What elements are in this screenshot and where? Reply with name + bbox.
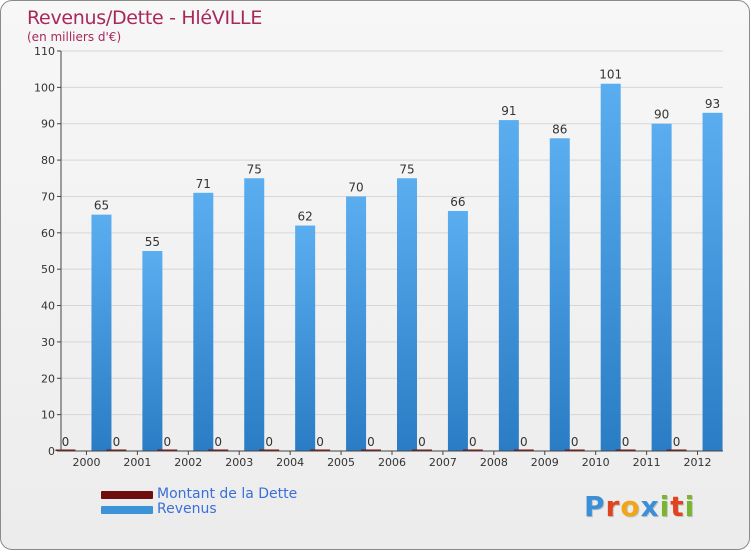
y-tick-label: 80 bbox=[41, 154, 55, 167]
data-label-dette: 0 bbox=[62, 435, 70, 449]
bar-revenus bbox=[651, 123, 672, 452]
y-tick-label: 30 bbox=[41, 336, 55, 349]
bar-dette bbox=[208, 449, 229, 451]
bar-dette bbox=[55, 449, 76, 451]
proxiti-logo: Proxiti bbox=[584, 490, 696, 523]
data-label-dette: 0 bbox=[469, 435, 477, 449]
chart-title: Revenus/Dette - HléVILLE bbox=[27, 7, 263, 29]
bar-revenus bbox=[244, 178, 265, 452]
data-label-revenus: 65 bbox=[94, 199, 109, 213]
bar-revenus bbox=[193, 192, 214, 451]
data-label-dette: 0 bbox=[316, 435, 324, 449]
bar-dette bbox=[310, 449, 331, 451]
bar-revenus bbox=[498, 120, 519, 451]
x-tick-label: 2004 bbox=[276, 456, 304, 469]
data-label-dette: 0 bbox=[571, 435, 579, 449]
data-label-dette: 0 bbox=[520, 435, 528, 449]
bar-dette bbox=[615, 449, 636, 451]
data-label-revenus: 75 bbox=[399, 162, 414, 176]
y-tick-label: 40 bbox=[41, 300, 55, 313]
bar-dette bbox=[106, 449, 127, 451]
bar-revenus bbox=[702, 112, 723, 452]
data-label-revenus: 55 bbox=[145, 235, 160, 249]
data-label-revenus: 71 bbox=[196, 177, 211, 191]
y-tick-label: 60 bbox=[41, 227, 55, 240]
chart-subtitle: (en milliers d'€) bbox=[27, 30, 122, 44]
y-tick-label: 20 bbox=[41, 372, 55, 385]
y-tick-label: 10 bbox=[41, 409, 55, 422]
data-label-dette: 0 bbox=[367, 435, 375, 449]
bar-revenus bbox=[346, 196, 367, 451]
data-label-dette: 0 bbox=[214, 435, 222, 449]
data-label-dette: 0 bbox=[673, 435, 681, 449]
x-tick-label: 2005 bbox=[327, 456, 355, 469]
x-tick-label: 2011 bbox=[633, 456, 661, 469]
bar-revenus bbox=[397, 178, 417, 452]
legend-label-dette: Montant de la Dette bbox=[157, 486, 298, 502]
bar-dette bbox=[411, 449, 432, 451]
bar-dette bbox=[666, 449, 687, 451]
bar-revenus bbox=[91, 214, 112, 451]
x-tick-label: 2000 bbox=[72, 456, 100, 469]
x-tick-label: 2001 bbox=[123, 456, 151, 469]
bar-dette bbox=[513, 449, 534, 451]
bar-revenus bbox=[295, 225, 316, 451]
x-tick-label: 2012 bbox=[684, 456, 712, 469]
data-label-revenus: 70 bbox=[348, 180, 363, 194]
data-label-dette: 0 bbox=[418, 435, 426, 449]
data-label-dette: 0 bbox=[163, 435, 171, 449]
legend-label-revenus: Revenus bbox=[157, 501, 217, 517]
bar-revenus bbox=[447, 211, 468, 451]
x-tick-label: 2007 bbox=[429, 456, 457, 469]
data-label-revenus: 91 bbox=[501, 104, 516, 118]
bar-dette bbox=[259, 449, 280, 451]
y-tick-label: 90 bbox=[41, 118, 55, 131]
bar-dette bbox=[157, 449, 178, 451]
data-label-revenus: 93 bbox=[705, 97, 720, 111]
data-label-revenus: 86 bbox=[552, 122, 567, 136]
bar-dette bbox=[462, 449, 483, 451]
bar-revenus bbox=[600, 83, 621, 452]
data-label-revenus: 66 bbox=[450, 195, 465, 209]
x-tick-label: 2008 bbox=[480, 456, 508, 469]
data-label-dette: 0 bbox=[265, 435, 273, 449]
x-tick-label: 2009 bbox=[531, 456, 559, 469]
data-label-revenus: 90 bbox=[654, 108, 669, 122]
x-tick-label: 2010 bbox=[582, 456, 610, 469]
data-label-revenus: 62 bbox=[298, 210, 313, 224]
bar-revenus bbox=[142, 251, 163, 451]
data-label-dette: 0 bbox=[622, 435, 630, 449]
x-tick-label: 2006 bbox=[378, 456, 406, 469]
bar-dette bbox=[361, 449, 381, 451]
data-label-revenus: 75 bbox=[247, 162, 262, 176]
x-tick-label: 2002 bbox=[174, 456, 202, 469]
data-label-revenus: 101 bbox=[599, 68, 622, 82]
data-label-dette: 0 bbox=[113, 435, 121, 449]
y-tick-label: 70 bbox=[41, 190, 55, 203]
y-tick-label: 50 bbox=[41, 263, 55, 276]
y-tick-label: 0 bbox=[48, 445, 55, 458]
bar-revenus bbox=[549, 138, 570, 452]
y-tick-label: 110 bbox=[34, 45, 55, 58]
legend-swatch-revenus bbox=[101, 506, 153, 514]
x-tick-label: 2003 bbox=[225, 456, 253, 469]
y-tick-label: 100 bbox=[34, 81, 55, 94]
bar-dette bbox=[564, 449, 585, 451]
legend-swatch-dette bbox=[101, 491, 153, 499]
